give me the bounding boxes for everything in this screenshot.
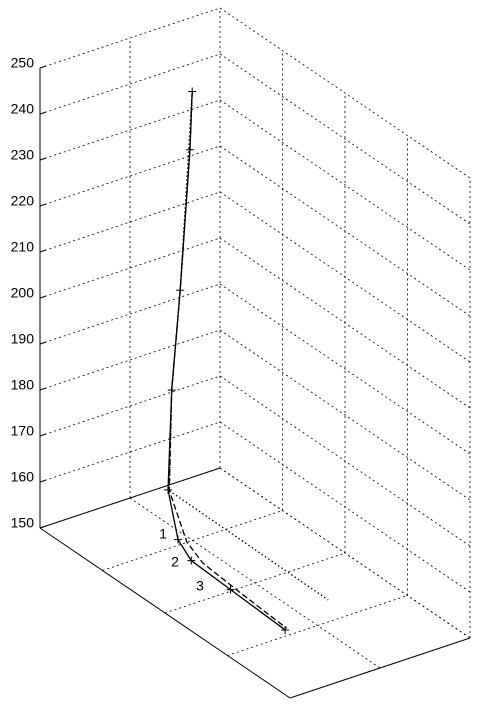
grid-line (39, 421, 221, 483)
grid-line (39, 467, 221, 529)
tick-mark (39, 433, 47, 437)
marker (226, 585, 235, 594)
z-tick-label: 160 (11, 469, 35, 485)
annotation: 1 (159, 526, 167, 542)
marker (187, 556, 196, 565)
grid-line (219, 329, 471, 501)
grid-line (39, 283, 221, 345)
tick-mark (39, 479, 47, 483)
grid-line (39, 237, 221, 299)
marker (174, 535, 182, 544)
grid-line (164, 552, 346, 614)
z-tick-label: 150 (11, 515, 35, 531)
grid-line (219, 421, 471, 593)
series-line (167, 91, 286, 631)
z-tick-label: 190 (11, 331, 35, 347)
grid-line (39, 191, 221, 253)
annotation: 3 (196, 578, 204, 594)
z-tick-label: 180 (11, 377, 35, 393)
grid-line (39, 7, 221, 69)
grid-line (39, 375, 221, 437)
grid-line (39, 53, 221, 115)
grid-line (102, 510, 283, 571)
z-tick-label: 220 (11, 193, 35, 209)
grid-line (219, 53, 471, 225)
grid-line (219, 237, 471, 409)
grid-line (219, 99, 471, 271)
tick-mark (39, 203, 47, 207)
z-tick-label: 200 (11, 285, 35, 301)
grid-line (39, 329, 221, 391)
grid-line (219, 191, 471, 363)
grid-line (219, 283, 471, 455)
grid-line (39, 145, 221, 207)
tick-mark (39, 295, 47, 299)
tick-mark (39, 387, 47, 391)
z-tick-label: 210 (11, 239, 35, 255)
tick-mark (39, 341, 47, 345)
tick-mark (39, 249, 47, 253)
series-line (168, 91, 329, 601)
annotation: 2 (171, 554, 179, 570)
tick-mark (39, 65, 47, 69)
axis-line (289, 637, 471, 699)
z-tick-label: 250 (11, 55, 35, 71)
marker (164, 485, 173, 494)
grid-line (219, 467, 471, 639)
z-tick-label: 170 (11, 423, 35, 439)
z-tick-label: 240 (11, 101, 35, 117)
grid-line (219, 145, 471, 317)
grid-line (227, 595, 408, 656)
tick-mark (39, 525, 47, 529)
grid-line (129, 497, 381, 669)
grid-line (39, 99, 221, 161)
grid-line (219, 7, 471, 179)
tick-mark (39, 111, 47, 115)
z-tick-label: 230 (11, 147, 35, 163)
grid-line (219, 375, 471, 547)
tick-mark (39, 157, 47, 161)
series-line (168, 91, 287, 629)
